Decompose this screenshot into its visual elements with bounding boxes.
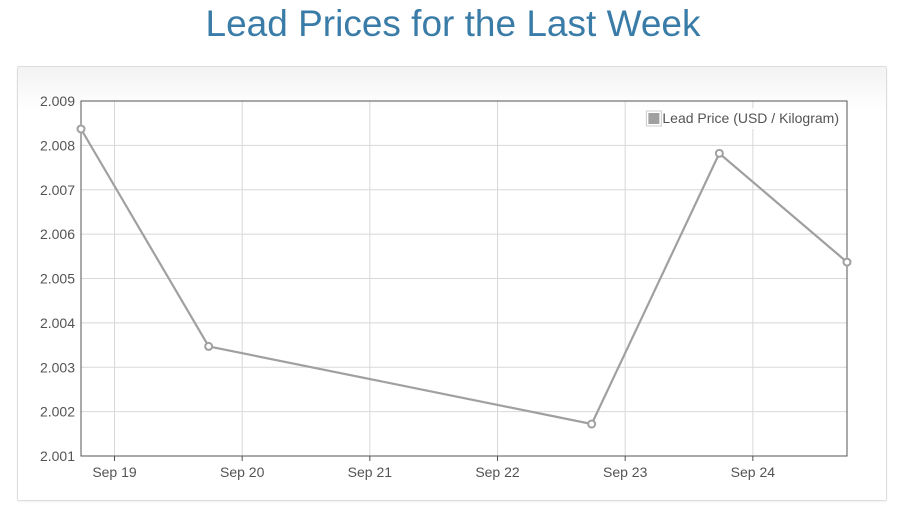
y-tick-label: 2.005: [40, 271, 75, 287]
legend-label: Lead Price (USD / Kilogram): [662, 110, 839, 126]
y-axis-ticks: 2.001 2.002 2.003 2.004 2.005 2.006 2.007 2.008…: [40, 93, 75, 464]
data-point: [204, 341, 214, 351]
y-tick-label: 2.006: [40, 226, 75, 242]
grid-lines: [81, 100, 847, 457]
chart-panel: 2.001 2.002 2.003 2.004 2.005 2.006 2.007 2.008…: [17, 66, 887, 501]
series-line-lead-price: [80, 128, 848, 426]
x-tick-label: Sep 23: [603, 464, 648, 480]
legend-swatch: [648, 113, 660, 124]
x-tick-label: Sep 24: [731, 464, 776, 480]
data-point: [714, 148, 724, 158]
data-points: [76, 124, 852, 429]
data-point: [842, 257, 852, 267]
y-tick-label: 2.001: [40, 448, 75, 464]
x-tick-label: Sep 20: [220, 464, 265, 480]
legend: Lead Price (USD / Kilogram): [643, 108, 843, 129]
y-tick-label: 2.008: [40, 137, 75, 153]
plot-border: [80, 100, 848, 457]
x-axis-ticks: Sep 19 Sep 20 Sep 21 Sep 22 Sep 23 Sep 24: [92, 456, 775, 480]
x-tick-label: Sep 21: [348, 464, 393, 480]
y-tick-label: 2.002: [40, 404, 75, 420]
y-tick-label: 2.004: [40, 315, 75, 331]
data-point: [76, 124, 86, 134]
y-tick-label: 2.003: [40, 359, 75, 375]
legend-box: [643, 108, 843, 129]
x-tick-label: Sep 22: [475, 464, 520, 480]
page-title: Lead Prices for the Last Week: [205, 3, 701, 44]
x-tick-label: Sep 19: [92, 464, 137, 480]
price-line-chart: 2.001 2.002 2.003 2.004 2.005 2.006 2.007 2.008…: [40, 93, 852, 480]
y-tick-label: 2.009: [40, 93, 75, 109]
y-tick-label: 2.007: [40, 182, 75, 198]
data-point: [587, 419, 597, 429]
